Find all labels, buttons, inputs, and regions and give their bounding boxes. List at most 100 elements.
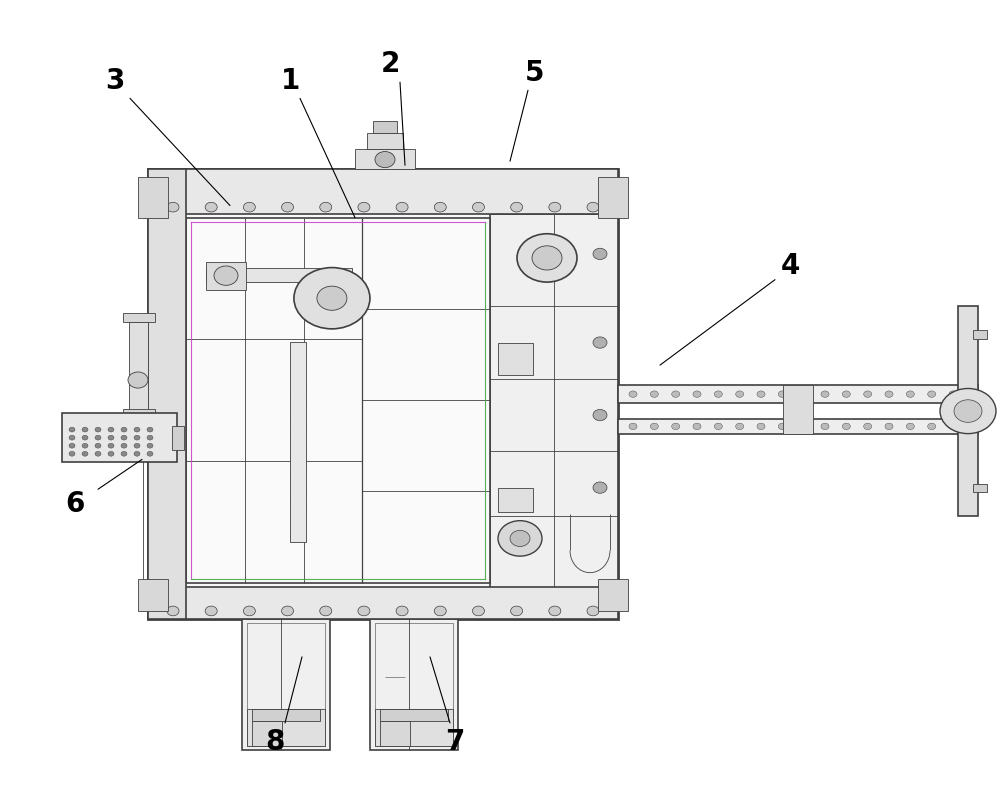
Circle shape [549, 606, 561, 616]
Bar [206, 262, 246, 290]
Circle shape [167, 202, 179, 212]
Circle shape [282, 606, 294, 616]
Circle shape [885, 391, 893, 397]
Text: 2: 2 [380, 51, 400, 78]
Bar [958, 306, 978, 516]
Circle shape [147, 435, 153, 440]
Circle shape [95, 451, 101, 456]
Bar [138, 579, 168, 611]
Circle shape [134, 451, 140, 456]
Circle shape [511, 606, 523, 616]
Circle shape [949, 391, 957, 397]
Circle shape [358, 202, 370, 212]
Text: 8: 8 [265, 728, 285, 755]
Circle shape [434, 606, 446, 616]
Circle shape [593, 482, 607, 493]
Text: 7: 7 [445, 728, 465, 755]
Bar [148, 169, 618, 214]
Circle shape [949, 423, 957, 430]
Circle shape [243, 606, 255, 616]
Circle shape [121, 427, 127, 432]
Bar [252, 709, 320, 721]
Circle shape [821, 423, 829, 430]
Text: 6: 6 [65, 490, 85, 517]
Circle shape [906, 423, 914, 430]
Circle shape [108, 427, 114, 432]
Bar [148, 169, 186, 619]
Circle shape [147, 427, 153, 432]
Bar [355, 149, 415, 169]
Bar [973, 330, 987, 339]
Circle shape [587, 606, 599, 616]
Circle shape [928, 423, 936, 430]
Text: 1: 1 [280, 67, 300, 94]
Circle shape [472, 606, 484, 616]
Circle shape [434, 202, 446, 212]
Circle shape [842, 423, 850, 430]
Circle shape [928, 391, 936, 397]
Circle shape [714, 391, 722, 397]
Circle shape [672, 423, 680, 430]
Circle shape [82, 435, 88, 440]
Circle shape [511, 202, 523, 212]
Circle shape [243, 202, 255, 212]
Bar [148, 587, 618, 619]
Circle shape [214, 266, 238, 285]
Circle shape [800, 391, 808, 397]
Circle shape [396, 606, 408, 616]
Bar [490, 169, 618, 619]
Bar [373, 121, 397, 133]
Circle shape [69, 443, 75, 448]
Circle shape [864, 423, 872, 430]
Bar [123, 313, 155, 322]
Bar [598, 177, 628, 218]
Circle shape [885, 423, 893, 430]
Circle shape [205, 606, 217, 616]
Circle shape [954, 400, 982, 422]
Circle shape [532, 246, 562, 270]
Circle shape [736, 423, 744, 430]
Circle shape [472, 202, 484, 212]
Circle shape [510, 530, 530, 546]
Circle shape [549, 202, 561, 212]
Circle shape [128, 372, 148, 388]
Circle shape [108, 435, 114, 440]
Bar [206, 268, 352, 282]
Circle shape [650, 391, 658, 397]
Circle shape [69, 427, 75, 432]
Bar [367, 133, 403, 149]
Circle shape [629, 391, 637, 397]
Text: 3: 3 [105, 67, 125, 94]
Circle shape [147, 451, 153, 456]
Bar [252, 721, 282, 746]
Circle shape [821, 391, 829, 397]
Circle shape [95, 435, 101, 440]
Circle shape [757, 391, 765, 397]
Circle shape [800, 423, 808, 430]
Circle shape [95, 427, 101, 432]
Circle shape [396, 202, 408, 212]
Circle shape [736, 391, 744, 397]
Bar [370, 619, 458, 750]
Circle shape [121, 451, 127, 456]
Bar [123, 409, 155, 421]
Circle shape [778, 423, 786, 430]
Bar [498, 488, 533, 512]
Circle shape [693, 423, 701, 430]
Circle shape [205, 202, 217, 212]
Circle shape [294, 268, 370, 329]
Circle shape [82, 427, 88, 432]
Circle shape [121, 443, 127, 448]
Bar [598, 579, 628, 611]
Circle shape [498, 521, 542, 556]
Bar [62, 413, 177, 462]
Bar [973, 484, 987, 492]
Circle shape [134, 443, 140, 448]
Bar [380, 721, 410, 746]
Circle shape [82, 451, 88, 456]
Circle shape [95, 443, 101, 448]
Bar [247, 623, 325, 746]
Circle shape [593, 248, 607, 260]
Circle shape [282, 202, 294, 212]
Circle shape [940, 388, 996, 434]
